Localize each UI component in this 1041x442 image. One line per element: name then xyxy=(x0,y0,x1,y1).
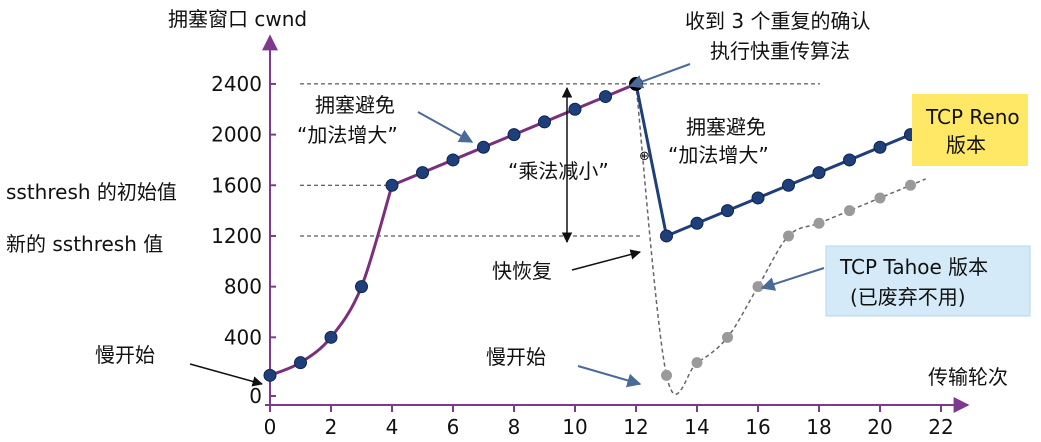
tahoe-point xyxy=(813,217,825,229)
annotation-ca1-line2: “加法增大” xyxy=(297,123,398,147)
x-tick-label: 22 xyxy=(928,415,953,438)
zoom-icon: ⊕ xyxy=(639,149,650,164)
reno-point xyxy=(690,216,704,230)
tahoe-callout-line1: TCP Tahoe 版本 xyxy=(839,255,988,279)
reno-point xyxy=(873,140,887,154)
tahoe-point xyxy=(905,179,916,191)
reno-point xyxy=(843,153,856,167)
y-tick-label: 1200 xyxy=(211,224,262,248)
annotation-three-dup-ack-line1: 收到 3 个重复的确认 xyxy=(685,9,870,33)
reference-lines xyxy=(300,83,820,237)
tahoe-point xyxy=(874,192,886,204)
reno-point xyxy=(660,229,673,243)
reno-point xyxy=(721,204,734,218)
x-tick-label: 6 xyxy=(447,415,460,438)
x-tick-label: 2 xyxy=(325,415,338,438)
series-group xyxy=(263,76,927,395)
reno-callout-line1: TCP Reno xyxy=(925,105,1020,129)
label-initial-ssthresh: ssthresh 的初始值 xyxy=(6,180,177,204)
arrow-slow-start-1 xyxy=(189,363,264,387)
reno-series-line xyxy=(634,83,912,239)
x-tick-label: 12 xyxy=(623,415,648,438)
annotation-md: “乘法减小” xyxy=(508,159,609,183)
arrow-three-dup-ack xyxy=(628,63,691,89)
tahoe-callout-box xyxy=(825,245,1031,317)
reno-point xyxy=(812,166,826,180)
data-point xyxy=(507,128,521,142)
data-point xyxy=(294,356,307,370)
annotation-slow-start-2: 慢开始 xyxy=(486,345,546,369)
arrow-ca1 xyxy=(417,111,474,143)
x-tick-label: 8 xyxy=(508,415,521,438)
annotation-slow-start-1: 慢开始 xyxy=(95,343,155,367)
y-tick-label: 0 xyxy=(249,384,262,408)
x-tick-label: 18 xyxy=(806,415,831,438)
tahoe-point xyxy=(844,205,855,217)
data-point xyxy=(385,178,399,192)
y-tick-label: 800 xyxy=(224,275,262,299)
y-tick-label: 2400 xyxy=(211,72,262,96)
x-tick-label: 4 xyxy=(386,415,399,438)
reno-callout-box xyxy=(912,94,1028,166)
annotation-ca2-line2: “加法增大” xyxy=(668,143,769,167)
tahoe-point xyxy=(752,281,764,293)
x-tick-label: 0 xyxy=(264,415,277,438)
tahoe-point xyxy=(691,357,703,369)
data-point xyxy=(477,140,490,154)
tahoe-point xyxy=(722,331,733,343)
data-point xyxy=(324,330,338,344)
y-tick-label: 400 xyxy=(224,325,262,349)
tahoe-point xyxy=(783,230,794,242)
data-point xyxy=(538,115,551,129)
reno-point xyxy=(751,191,765,205)
x-ticks: 0 2 4 6 8 10 12 14 16 18 20 22 xyxy=(264,405,954,439)
reno-callout-line2: 版本 xyxy=(946,133,986,157)
tahoe-point xyxy=(661,369,672,381)
y-axis-label: 拥塞窗口 cwnd xyxy=(168,7,307,31)
data-point xyxy=(416,166,429,180)
reno-point xyxy=(782,178,795,192)
tahoe-callout-line2: (已废弃不用) xyxy=(850,285,966,309)
annotation-fast-recovery: 快恢复 xyxy=(492,259,552,283)
annotation-three-dup-ack-line2: 执行快重传算法 xyxy=(710,39,850,63)
annotation-ca2-line1: 拥塞避免 xyxy=(686,115,766,139)
x-tick-label: 20 xyxy=(867,415,892,438)
x-axis-label: 传输轮次 xyxy=(928,365,1008,389)
arrow-tahoe xyxy=(760,267,825,291)
data-point xyxy=(446,153,460,167)
y-tick-label: 1600 xyxy=(211,173,262,197)
arrow-slow-start-2 xyxy=(577,365,642,388)
data-point xyxy=(355,280,368,294)
x-tick-label: 14 xyxy=(684,415,709,438)
annotation-ca1-line1: 拥塞避免 xyxy=(315,93,395,117)
y-tick-label: 2000 xyxy=(211,123,262,147)
label-new-ssthresh: 新的 ssthresh 值 xyxy=(6,232,163,256)
arrow-fast-recovery xyxy=(571,249,642,271)
slow-start-line xyxy=(269,184,394,377)
data-point xyxy=(599,90,612,104)
tahoe-series-line xyxy=(635,83,927,395)
x-tick-label: 10 xyxy=(562,415,587,438)
y-ticks: 0 400 800 1200 1600 2000 2400 xyxy=(211,72,276,408)
x-tick-label: 16 xyxy=(745,415,770,438)
data-point xyxy=(263,368,277,382)
data-point xyxy=(568,102,582,116)
